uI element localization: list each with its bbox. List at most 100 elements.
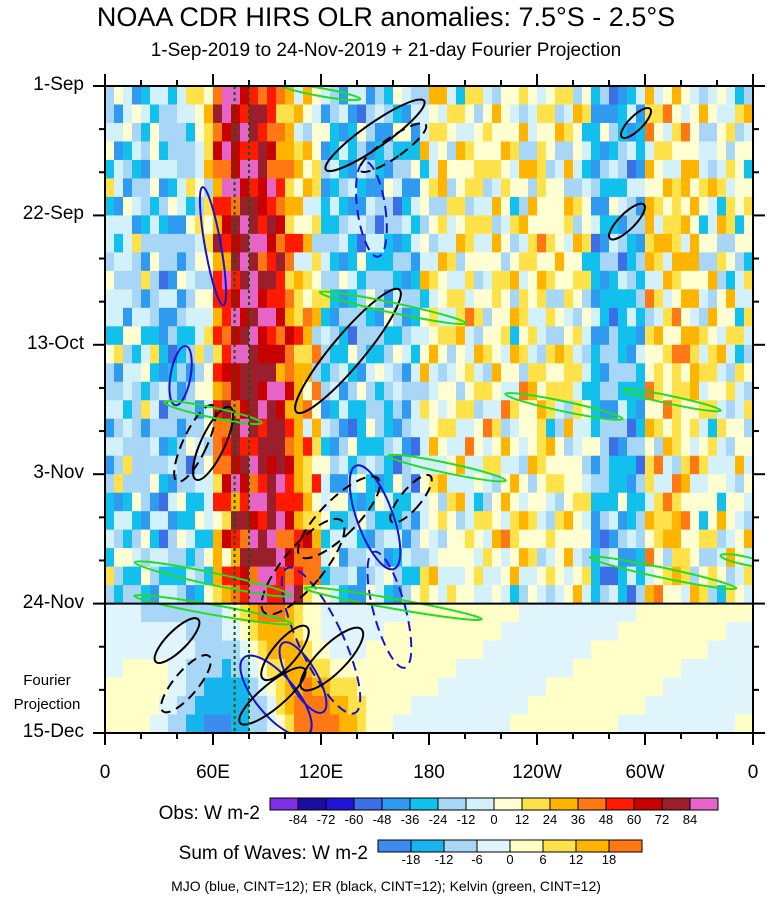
mjo-contour	[280, 566, 362, 715]
obs-colorbar-level-label: -60	[344, 812, 364, 827]
chart-title: NOAA CDR HIRS OLR anomalies: 7.5°S - 2.5…	[96, 2, 676, 32]
kelvin-contour	[280, 86, 362, 102]
kelvin-contour	[303, 586, 483, 621]
waves-colorbar-swatch	[608, 839, 643, 853]
obs-colorbar-level-label: 60	[626, 812, 642, 827]
y-tick-label: 3-Nov	[33, 462, 84, 484]
er-contour	[260, 517, 346, 616]
obs-colorbar-swatch	[437, 797, 467, 811]
obs-colorbar-swatch	[633, 797, 663, 811]
waves-colorbar-level-label: -12	[434, 852, 454, 867]
obs-colorbar-swatch	[269, 797, 299, 811]
obs-colorbar-swatch	[577, 797, 607, 811]
waves-colorbar-swatch	[410, 839, 445, 853]
obs-colorbar-swatch	[409, 797, 439, 811]
obs-colorbar-level-label: 36	[570, 812, 586, 827]
er-contour	[324, 98, 426, 173]
mjo-contour	[239, 654, 313, 733]
mjo-contour	[278, 641, 328, 714]
colorbars	[269, 797, 719, 853]
waves-colorbar-title: Sum of Waves: W m-2	[178, 843, 368, 864]
er-contour	[191, 405, 235, 481]
waves-colorbar-swatch	[476, 839, 511, 853]
obs-colorbar-level-label: 84	[682, 812, 698, 827]
obs-colorbar-level-label: -36	[400, 812, 420, 827]
er-contour	[173, 403, 217, 483]
kelvin-contour	[163, 400, 263, 426]
waves-colorbar-level-label: 12	[568, 852, 584, 867]
er-contour	[294, 287, 402, 415]
kelvin-contour	[622, 388, 722, 413]
waves-colorbar-swatch	[509, 839, 544, 853]
y-tick-label: 22-Sep	[22, 203, 84, 225]
x-tick-label: 120W	[512, 762, 562, 783]
x-tick-label: 60W	[625, 762, 665, 783]
x-tick-label: 0	[99, 762, 111, 783]
obs-colorbar-swatch	[605, 797, 635, 811]
y-tick-label: 24-Nov	[22, 591, 84, 613]
obs-colorbar-level-label: -48	[372, 812, 392, 827]
obs-colorbar-swatch	[325, 797, 355, 811]
waves-colorbar-level-label: -18	[401, 852, 421, 867]
kelvin-contour	[387, 453, 507, 483]
obs-colorbar-title: Obs: W m-2	[158, 803, 260, 824]
kelvin-contour	[133, 560, 293, 598]
y-tick-label: 1-Sep	[33, 74, 84, 95]
mjo-contour	[198, 186, 228, 307]
x-tick-label: 60E	[196, 762, 230, 783]
y-tick-label: 15-Dec	[22, 721, 84, 742]
obs-colorbar-swatch	[465, 797, 495, 811]
er-contour	[608, 202, 646, 241]
plot-axes	[93, 74, 765, 745]
y-tick-label: 13-Oct	[26, 332, 84, 354]
waves-colorbar-swatch	[542, 839, 577, 853]
x-tick-label: 180	[413, 762, 445, 783]
waves-colorbar-level-label: 0	[506, 852, 514, 867]
obs-colorbar-level-label: 72	[654, 812, 670, 827]
obs-colorbar-level-label: 48	[598, 812, 614, 827]
projection-label-line1: Fourier	[23, 672, 71, 689]
obs-colorbar-swatch	[353, 797, 383, 811]
obs-colorbar-swatch	[521, 797, 551, 811]
mjo-contour	[348, 464, 402, 571]
er-contour	[260, 624, 310, 682]
obs-colorbar-level-label: -72	[316, 812, 336, 827]
obs-colorbar-swatch	[661, 797, 691, 811]
obs-colorbar-level-label: 24	[542, 812, 558, 827]
x-tick-label: 120E	[298, 762, 344, 783]
kelvin-contour	[504, 392, 624, 421]
er-contour	[297, 475, 381, 560]
kelvin-contour	[318, 290, 468, 326]
er-contour	[299, 626, 365, 692]
obs-colorbar-level-label: 0	[490, 812, 498, 827]
waves-colorbar-swatch	[377, 839, 412, 853]
kelvin-contour	[588, 555, 738, 591]
kelvin-contour	[719, 553, 753, 568]
obs-colorbar-swatch	[381, 797, 411, 811]
er-contour	[620, 106, 652, 139]
er-contour	[153, 617, 201, 664]
kelvin-contour	[133, 594, 293, 626]
mjo-contour	[366, 550, 413, 669]
mjo-contour	[355, 160, 388, 258]
contour-legend-note: MJO (blue, CINT=12); ER (black, CINT=12)…	[171, 878, 601, 894]
waves-colorbar-level-label: 6	[539, 852, 547, 867]
obs-colorbar-level-label: 12	[514, 812, 530, 827]
x-tick-label: 0	[747, 762, 759, 783]
er-contour	[389, 473, 433, 524]
er-contour	[160, 654, 212, 714]
projection-label-line2: Projection	[13, 696, 81, 713]
obs-colorbar-level-label: -84	[288, 812, 308, 827]
chart-subtitle: 1-Sep-2019 to 24-Nov-2019 + 21-day Fouri…	[150, 40, 622, 61]
mjo-contour	[168, 345, 193, 407]
er-contour	[238, 666, 307, 726]
obs-colorbar-swatch	[549, 797, 579, 811]
waves-colorbar-swatch	[443, 839, 478, 853]
waves-colorbar-level-label: 18	[601, 852, 617, 867]
obs-colorbar-level-label: -12	[456, 812, 476, 827]
olr-anomaly-field	[105, 86, 753, 733]
obs-colorbar-swatch	[297, 797, 327, 811]
obs-colorbar-swatch	[493, 797, 523, 811]
waves-colorbar-swatch	[575, 839, 610, 853]
